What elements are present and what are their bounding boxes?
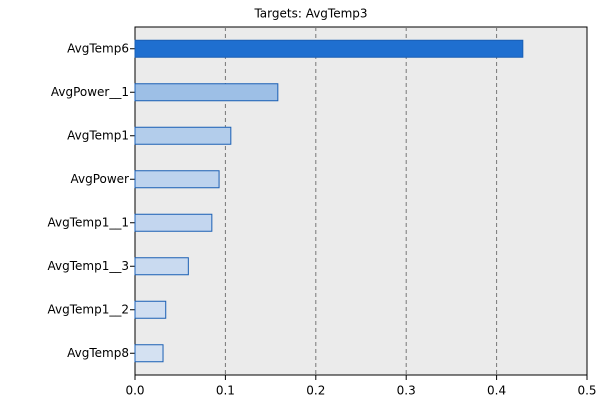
y-tick-label: AvgTemp1__1: [48, 215, 129, 229]
plot-area: [134, 26, 588, 376]
x-tick-label: 0.0: [125, 384, 144, 398]
x-tick-label: 0.3: [397, 384, 416, 398]
y-tick-label: AvgPower__1: [51, 85, 129, 99]
bar: [134, 213, 213, 232]
bar: [134, 170, 220, 189]
x-tick-label: 0.5: [577, 384, 596, 398]
y-tick-label: AvgTemp6: [67, 41, 129, 55]
chart-title: Targets: AvgTemp3: [253, 7, 367, 21]
y-tick-label: AvgPower: [70, 172, 129, 186]
bar: [134, 300, 167, 319]
bar: [134, 344, 164, 363]
bar: [134, 257, 189, 276]
bar: [134, 126, 232, 145]
y-tick-label: AvgTemp8: [67, 346, 129, 360]
y-tick-label: AvgTemp1__2: [48, 302, 129, 316]
x-tick-label: 0.2: [306, 384, 325, 398]
x-tick-label: 0.4: [487, 384, 506, 398]
x-tick-label: 0.1: [216, 384, 235, 398]
y-tick-label: AvgTemp1__3: [48, 259, 129, 273]
bar: [134, 39, 524, 58]
bar: [134, 83, 279, 102]
y-tick-label: AvgTemp1: [67, 128, 129, 142]
